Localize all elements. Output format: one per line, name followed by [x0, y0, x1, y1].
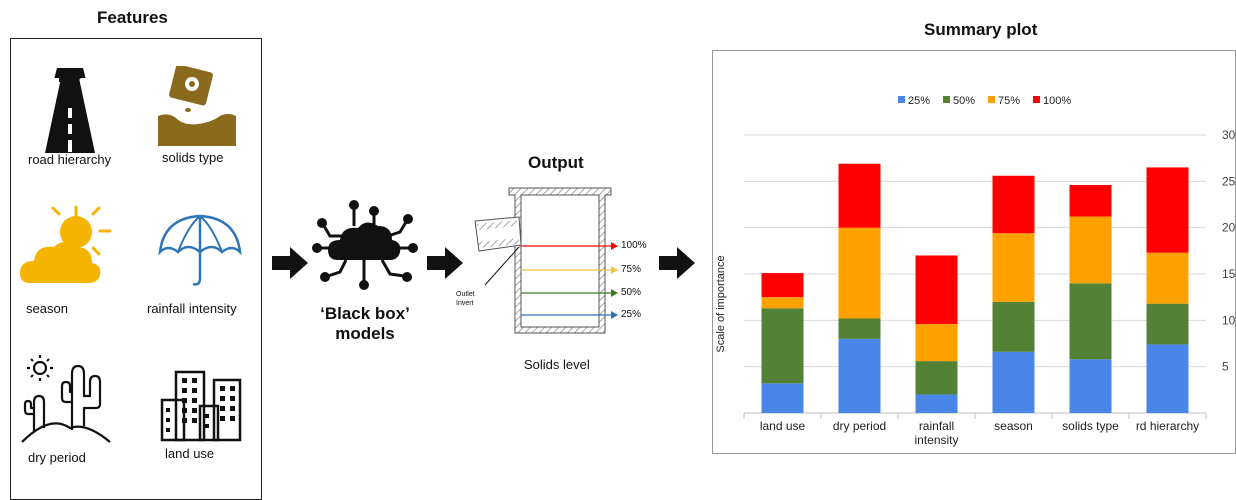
bar-segment: [1146, 344, 1189, 413]
x-tick-label: rainfall: [919, 419, 954, 433]
bar-segment: [915, 394, 958, 413]
umbrella-icon: [158, 212, 242, 288]
bar-segment: [1146, 252, 1189, 304]
bar-segment: [838, 338, 881, 413]
bar-segment: [761, 308, 804, 384]
output-title: Output: [528, 153, 584, 172]
bar-segment: [915, 361, 958, 395]
black-box-label: ‘Black box’ models: [298, 304, 432, 344]
bar-segment: [761, 383, 804, 413]
legend-swatch: [1033, 96, 1040, 103]
outlet-label-line-1: Outlet: [456, 291, 475, 298]
arrow-right-icon: [427, 247, 463, 279]
level-label-50: 50%: [621, 287, 642, 298]
legend-swatch: [898, 96, 905, 103]
bar-segment: [761, 273, 804, 298]
x-tick-label: dry period: [833, 419, 886, 433]
bar-segment: [1146, 303, 1189, 345]
bar-segment: [992, 301, 1035, 352]
bar-segment: [1069, 283, 1112, 360]
legend-label: 100%: [1043, 95, 1071, 107]
feature-label-solids-type: solids type: [162, 150, 224, 165]
y-tick-label: 30: [1222, 128, 1236, 142]
legend-swatch: [988, 96, 995, 103]
summary-title: Summary plot: [924, 20, 1038, 39]
manhole-diagram: [455, 183, 655, 348]
feature-label-season: season: [26, 301, 68, 316]
seed-packet-icon: [158, 66, 236, 146]
arrow-right-icon: [272, 247, 308, 279]
black-box-line-1: ‘Black box’: [320, 304, 410, 323]
y-axis-label: Scale of importance: [715, 255, 727, 352]
cactus-desert-icon: [20, 352, 112, 444]
level-label-25: 25%: [621, 309, 642, 320]
x-tick-label: solids type: [1062, 419, 1119, 433]
bar-segment: [915, 324, 958, 362]
y-tick-label: 10: [1222, 313, 1236, 327]
y-tick-label: 5: [1222, 360, 1229, 374]
feature-label-dry-period: dry period: [28, 450, 86, 465]
x-tick-label: intensity: [914, 433, 958, 447]
bar-segment: [1069, 216, 1112, 284]
bar-segment: [838, 163, 881, 228]
bar-segment: [1069, 359, 1112, 413]
x-tick-label: season: [994, 419, 1033, 433]
bar-segment: [838, 318, 881, 339]
bar-segment: [992, 233, 1035, 302]
buildings-icon: [158, 370, 244, 442]
black-box-line-2: models: [335, 324, 395, 343]
y-tick-label: 15: [1222, 267, 1236, 281]
features-title: Features: [97, 8, 168, 27]
y-tick-label: 20: [1222, 221, 1236, 235]
bar-segment: [992, 351, 1035, 413]
legend-swatch: [943, 96, 950, 103]
outlet-label-line-2: Invert: [456, 300, 474, 307]
sun-cloud-icon: [18, 205, 114, 295]
legend-label: 50%: [953, 95, 975, 107]
output-caption: Solids level: [524, 357, 590, 372]
arrow-right-icon: [659, 247, 695, 279]
ai-cloud-network-icon: [312, 196, 418, 292]
outlet-invert-label: Outlet Invert: [456, 290, 475, 308]
x-tick-label: land use: [760, 419, 806, 433]
y-tick-label: 25: [1222, 174, 1236, 188]
bar-segment: [1069, 185, 1112, 217]
level-label-75: 75%: [621, 264, 642, 275]
legend-label: 25%: [908, 95, 930, 107]
feature-label-rainfall-intensity: rainfall intensity: [147, 301, 237, 316]
road-icon: [35, 68, 105, 153]
level-label-100: 100%: [621, 240, 647, 251]
feature-label-land-use: land use: [165, 446, 215, 461]
feature-label-road-hierarchy: road hierarchy: [28, 152, 112, 167]
x-tick-label: rd hierarchy: [1136, 419, 1199, 433]
bar-segment: [992, 175, 1035, 234]
bar-segment: [1146, 167, 1189, 253]
bar-segment: [761, 297, 804, 309]
legend-label: 75%: [998, 95, 1020, 107]
bar-segment: [838, 227, 881, 319]
bar-segment: [915, 255, 958, 325]
summary-chart: 5 10 15 20 25 30 Scale of importance land use dr…: [715, 95, 1236, 447]
